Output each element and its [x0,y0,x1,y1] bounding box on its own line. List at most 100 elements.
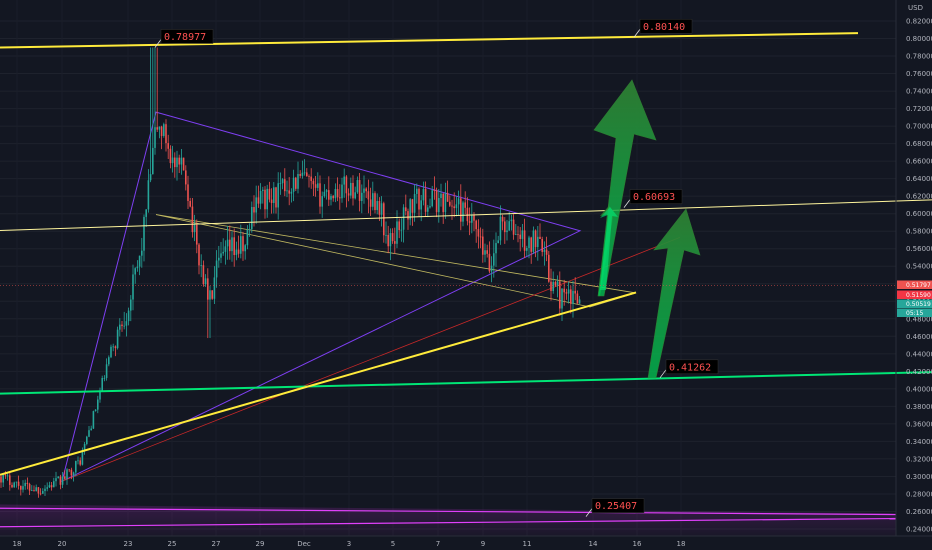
candle [251,201,253,233]
candle [264,186,266,219]
candle [334,183,337,203]
candle [455,196,458,217]
candle [292,169,295,202]
candle [24,479,26,490]
candle [237,235,240,258]
x-tick-label: 27 [212,540,221,548]
resistance-line-top [0,32,859,49]
candle [413,184,416,222]
candle [534,229,537,258]
red-trend-line [61,237,681,482]
candle [541,236,543,257]
candle [53,477,55,488]
candle [160,125,163,150]
candle [130,295,132,322]
x-tick-label: 16 [633,540,642,548]
candle [90,425,92,431]
candle [277,172,279,220]
candle [231,231,233,262]
candle [176,150,178,181]
candle [297,161,299,194]
callout-label: 0.80140 [643,22,685,33]
x-tick-label: 14 [589,540,598,548]
candle [145,209,147,228]
candle [358,172,361,212]
candle [497,235,499,244]
candle [273,182,275,214]
green-arrow-up-right [647,208,701,379]
candle [543,241,546,266]
candle [365,187,367,199]
candle [446,180,449,202]
candle [13,481,15,488]
price-callout: 0.80140 [633,19,693,38]
candle [215,250,218,288]
candle [42,488,44,494]
candle [345,175,348,208]
candle [207,268,209,339]
candle [380,196,383,227]
candle [136,260,139,272]
candle [350,177,352,199]
candle [339,184,341,210]
candle [204,274,207,287]
time-axis[interactable]: 18 20 23 25 27 29 Dec 3 5 7 9 11 14 16 18 [0,535,932,548]
candle [495,232,497,267]
candle [367,179,370,214]
candle [433,176,436,200]
candle [517,226,519,243]
candle [510,214,513,231]
candle [420,195,422,222]
candle [372,181,374,211]
magenta-zone [0,504,896,536]
candle [20,485,22,496]
candle [244,243,246,260]
candle [127,307,130,326]
candle [363,175,365,204]
candle [330,193,332,206]
callout-label: 0.25407 [595,501,637,512]
candle [178,154,180,173]
candle [105,358,108,381]
candle [268,181,271,203]
candle [369,187,372,216]
candle [61,471,64,489]
candle [149,47,152,183]
candle [332,194,334,202]
candle [66,468,68,485]
candle [226,226,229,260]
x-tick-label: 23 [124,540,133,548]
candle [325,188,328,200]
candle [39,488,42,496]
candle [550,268,552,301]
candle [394,227,396,255]
candle [416,183,418,204]
candle [449,195,451,208]
candle [233,228,235,267]
candle [391,228,394,244]
callouts: 0.78977 0.80140 0.60693 0.41262 0.25407 [154,19,719,517]
candle [464,191,466,215]
candle [187,175,189,210]
price-tags: 0.51797 0.51590 0.50519 05:15 [897,280,932,317]
candle [31,485,33,492]
candle [138,255,141,276]
candle [57,476,59,479]
candle [409,198,411,226]
candle [229,225,231,260]
candle [116,326,119,350]
candle [310,168,312,189]
candle [554,280,557,287]
candle [314,176,317,197]
candle [279,172,282,195]
candle [211,290,213,300]
mid-resistance-line [0,199,932,232]
price-tag-label: 0.50519 [906,301,931,308]
candle [471,203,473,234]
candle [174,152,176,178]
